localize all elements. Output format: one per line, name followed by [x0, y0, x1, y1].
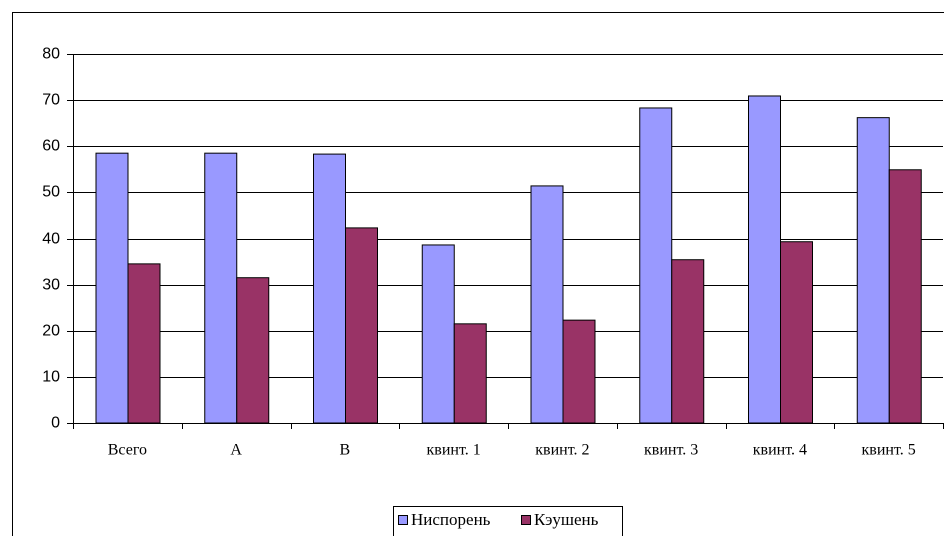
y-tick-label: 50: [42, 184, 60, 201]
bar: [127, 263, 161, 424]
bar: [95, 152, 129, 424]
bar: [671, 259, 705, 424]
bar: [639, 107, 673, 424]
bar: [204, 152, 238, 424]
x-tick-label: Всего: [108, 442, 147, 459]
x-tick-label: A: [230, 442, 242, 459]
y-tick-label: 40: [42, 231, 60, 248]
bar: [453, 323, 487, 424]
bar: [562, 319, 596, 424]
legend-swatch: [521, 515, 531, 525]
x-tick-label: квинт. 5: [862, 442, 916, 459]
bar: [345, 227, 378, 424]
y-tick-label: 60: [42, 138, 60, 155]
bar: [780, 241, 813, 424]
x-tick-label: квинт. 3: [644, 442, 698, 459]
y-tick-label: 70: [42, 92, 60, 109]
bar: [856, 117, 890, 424]
bar: [421, 244, 455, 424]
bar: [748, 95, 781, 424]
bar: [530, 185, 564, 424]
legend-swatch: [398, 515, 408, 525]
y-tick-label: 30: [42, 277, 60, 294]
y-tick-label: 0: [51, 415, 60, 432]
x-tick-label: квинт. 4: [753, 442, 807, 459]
legend-label: Ниспорень: [411, 510, 491, 529]
x-tick-label: B: [340, 442, 351, 459]
x-tick-label: квинт. 1: [427, 442, 481, 459]
bar: [888, 169, 922, 424]
y-tick-label: 80: [42, 46, 60, 63]
legend-label: Кэушень: [534, 510, 599, 529]
y-tick-label: 20: [42, 323, 60, 340]
bar: [313, 153, 346, 424]
x-tick-label: квинт. 2: [535, 442, 589, 459]
bar: [236, 277, 270, 424]
legend-box: [393, 506, 623, 536]
y-tick-label: 10: [42, 369, 60, 386]
